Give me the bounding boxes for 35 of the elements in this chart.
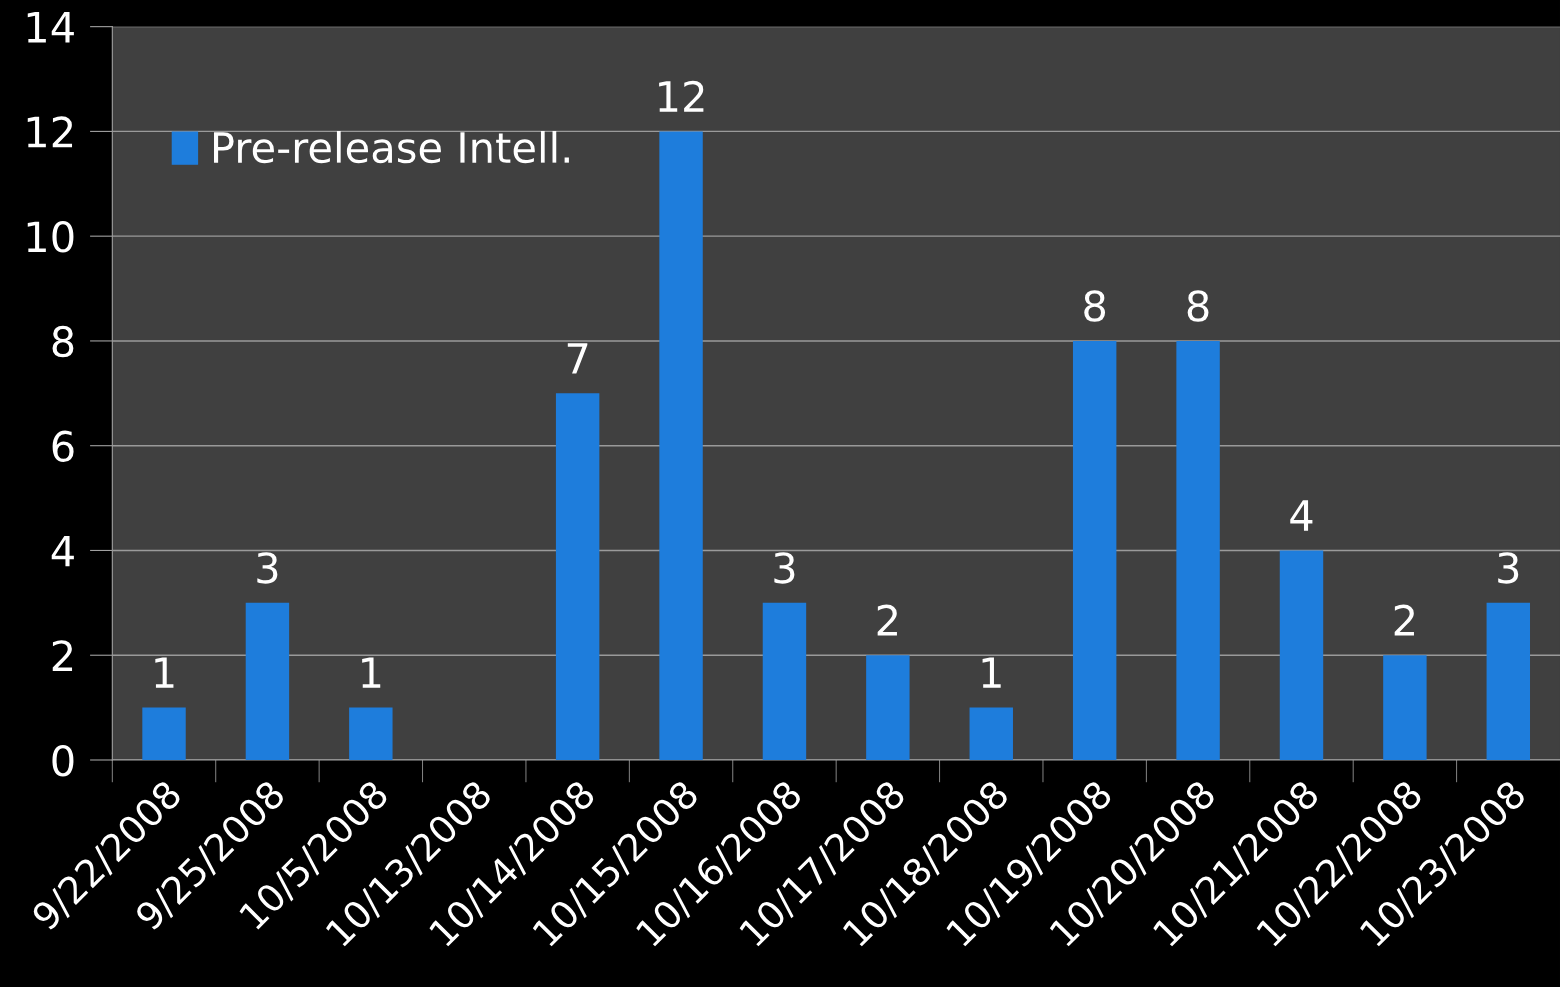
data-label: 1 bbox=[155, 657, 174, 688]
bar bbox=[1486, 602, 1531, 760]
data-label: 8 bbox=[1187, 290, 1209, 322]
legend-label: Pre-release Intell. bbox=[214, 130, 569, 164]
bar bbox=[762, 602, 807, 760]
y-tick-label: 6 bbox=[52, 430, 74, 463]
data-label: 3 bbox=[257, 552, 278, 584]
bar bbox=[555, 393, 600, 760]
bar bbox=[1176, 340, 1220, 760]
data-label: 2 bbox=[1394, 604, 1414, 636]
data-label: 1 bbox=[982, 657, 1001, 688]
bar bbox=[969, 707, 1013, 760]
data-label: 3 bbox=[1498, 552, 1519, 584]
y-tick-label: 0 bbox=[52, 744, 74, 777]
data-label: 2 bbox=[877, 604, 897, 636]
bar bbox=[142, 707, 186, 760]
bar bbox=[245, 602, 290, 760]
data-label: 7 bbox=[567, 343, 588, 374]
y-tick-label: 12 bbox=[27, 116, 73, 148]
bar bbox=[659, 131, 703, 760]
data-label: 12 bbox=[659, 80, 704, 112]
bar bbox=[866, 655, 910, 760]
bar bbox=[349, 707, 393, 760]
data-label: 4 bbox=[1290, 500, 1313, 531]
y-tick-label: 8 bbox=[52, 325, 74, 358]
y-tick-label: 4 bbox=[51, 535, 74, 567]
data-label: 3 bbox=[774, 552, 795, 584]
bar bbox=[1279, 550, 1324, 760]
y-tick-label: 2 bbox=[52, 640, 73, 672]
y-tick-label: 14 bbox=[27, 12, 74, 43]
bar bbox=[1383, 655, 1427, 760]
data-label: 1 bbox=[362, 657, 381, 688]
bar bbox=[1072, 340, 1117, 760]
data-label: 8 bbox=[1084, 290, 1106, 322]
y-tick-label: 10 bbox=[27, 221, 74, 253]
